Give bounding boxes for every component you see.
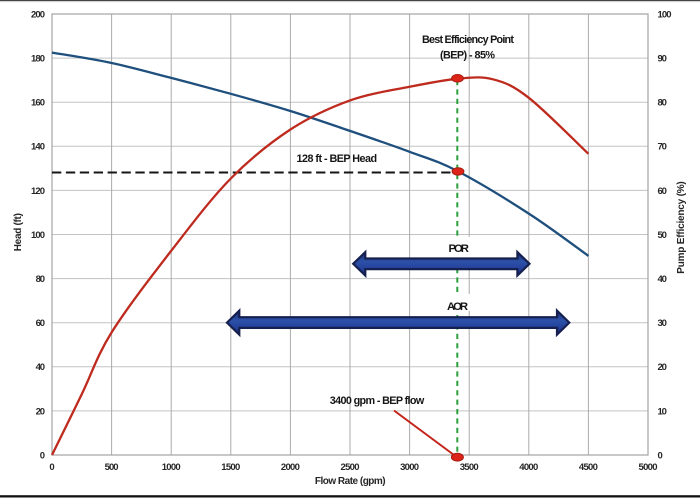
svg-text:POR: POR [448, 243, 469, 255]
svg-text:3500: 3500 [460, 462, 479, 473]
svg-text:60: 60 [36, 318, 45, 329]
svg-text:2500: 2500 [341, 462, 360, 473]
svg-text:1500: 1500 [221, 462, 240, 473]
svg-text:Pump Efficiency (%): Pump Efficiency (%) [676, 181, 687, 273]
svg-text:10: 10 [658, 406, 667, 417]
svg-text:100: 100 [31, 230, 45, 241]
svg-text:Flow Rate (gpm): Flow Rate (gpm) [315, 476, 385, 487]
svg-text:Best Efficiency Point: Best Efficiency Point [422, 34, 514, 46]
svg-text:140: 140 [31, 142, 45, 153]
svg-text:2000: 2000 [281, 462, 300, 473]
svg-text:60: 60 [658, 186, 667, 197]
svg-text:40: 40 [36, 362, 45, 373]
svg-text:4000: 4000 [519, 462, 538, 473]
svg-text:180: 180 [31, 54, 45, 65]
svg-text:0: 0 [658, 450, 663, 461]
svg-text:Head (ft): Head (ft) [13, 213, 24, 251]
svg-text:40: 40 [658, 274, 667, 285]
svg-text:20: 20 [658, 362, 667, 373]
svg-text:120: 120 [31, 186, 45, 197]
svg-text:(BEP) - 85%: (BEP) - 85% [440, 50, 495, 62]
svg-text:30: 30 [658, 318, 667, 329]
svg-text:0: 0 [40, 450, 45, 461]
svg-text:80: 80 [36, 274, 45, 285]
svg-text:20: 20 [36, 406, 45, 417]
svg-text:0: 0 [49, 462, 54, 473]
svg-text:5000: 5000 [639, 462, 658, 473]
svg-text:AOR: AOR [447, 301, 468, 313]
svg-text:1000: 1000 [162, 462, 181, 473]
svg-text:128 ft - BEP Head: 128 ft - BEP Head [297, 153, 378, 165]
svg-text:3000: 3000 [400, 462, 419, 473]
svg-text:50: 50 [658, 230, 667, 241]
svg-text:500: 500 [105, 462, 119, 473]
svg-text:3400 gpm - BEP flow: 3400 gpm - BEP flow [330, 395, 425, 407]
svg-text:100: 100 [658, 9, 672, 20]
svg-text:4500: 4500 [579, 462, 598, 473]
svg-text:200: 200 [31, 9, 45, 20]
svg-text:90: 90 [658, 54, 667, 65]
svg-text:70: 70 [658, 142, 667, 153]
svg-text:80: 80 [658, 98, 667, 109]
svg-text:160: 160 [31, 98, 45, 109]
